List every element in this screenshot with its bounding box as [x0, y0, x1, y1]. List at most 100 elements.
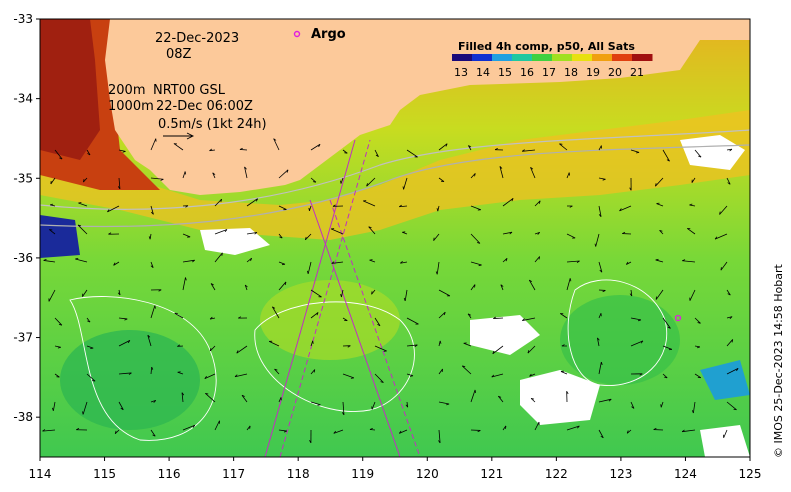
current-vector	[269, 340, 280, 347]
current-vector	[598, 398, 612, 403]
current-vector-head	[147, 334, 151, 338]
current-vector	[246, 198, 258, 207]
current-vector	[436, 261, 440, 275]
current-vector	[399, 429, 408, 434]
current-vector	[691, 177, 696, 183]
current-vector	[438, 143, 448, 151]
current-vector-head	[696, 346, 701, 349]
current-vector-head	[42, 429, 46, 432]
x-tick-label: 120	[416, 467, 439, 481]
current-vector-head	[435, 271, 438, 275]
current-vector	[720, 261, 728, 271]
current-vector	[406, 149, 418, 158]
current-vector-head	[87, 153, 91, 156]
current-vector	[118, 372, 132, 375]
current-vector-head	[655, 183, 657, 187]
current-vector	[598, 361, 602, 375]
current-vector	[330, 228, 344, 235]
current-vector	[656, 203, 664, 207]
current-vector	[597, 337, 600, 347]
current-vector	[246, 232, 258, 235]
current-vector-head	[87, 320, 91, 323]
current-vector	[54, 317, 63, 326]
current-vector	[274, 368, 280, 375]
current-vector-head	[154, 305, 156, 309]
current-vector-head	[608, 398, 612, 402]
current-vector	[48, 289, 56, 302]
current-vector-head	[622, 231, 626, 234]
current-vector	[173, 143, 184, 151]
current-vector	[278, 429, 287, 432]
current-vector-head	[224, 229, 228, 233]
current-vector	[150, 205, 154, 215]
current-vector	[310, 401, 321, 406]
current-vector	[236, 345, 248, 354]
current-vector	[49, 229, 56, 235]
current-vector	[406, 344, 418, 347]
current-vector	[118, 317, 128, 320]
current-vector-head	[117, 186, 121, 190]
current-vector	[499, 166, 504, 179]
current-vector	[726, 316, 733, 319]
current-vector-head	[255, 198, 259, 202]
current-vector-head	[600, 435, 604, 439]
current-vector	[150, 366, 153, 375]
current-vector	[246, 257, 252, 263]
current-vector	[113, 261, 120, 266]
current-vector-head	[57, 346, 61, 349]
current-vector-head	[341, 412, 345, 416]
current-vector	[660, 401, 664, 408]
current-vector	[42, 429, 56, 432]
current-vector-head	[664, 376, 668, 379]
current-vector	[209, 149, 216, 152]
current-vector	[566, 260, 580, 263]
current-vector	[689, 204, 696, 207]
current-vector	[560, 313, 568, 319]
current-vector-head	[347, 345, 351, 348]
current-vector-head	[254, 232, 258, 235]
current-vector-head	[308, 207, 310, 211]
current-vector-head	[477, 430, 481, 433]
current-vector	[470, 205, 481, 211]
current-vector-head	[212, 172, 216, 175]
current-vector-head	[509, 231, 513, 235]
colorbar-tick-label: 14	[476, 66, 490, 79]
current-vector	[234, 373, 248, 378]
current-vector-head	[58, 323, 62, 326]
current-vector-head	[443, 312, 446, 316]
current-vector-head	[403, 297, 406, 302]
current-vector	[689, 289, 696, 301]
current-vector	[682, 260, 696, 263]
current-vector-head	[399, 204, 402, 208]
argo-legend-marker	[293, 30, 301, 38]
current-vector-head	[177, 371, 181, 373]
current-vector	[174, 312, 184, 319]
time-label: 08Z	[166, 47, 192, 62]
current-vector-head	[304, 236, 307, 240]
colorbar-swatch	[512, 54, 533, 61]
current-vector-head	[409, 375, 414, 377]
current-vector	[374, 149, 379, 157]
current-vector-head	[312, 181, 317, 183]
current-vector	[54, 373, 60, 378]
y-tick-label: -37	[13, 331, 33, 345]
current-vector-head	[273, 138, 277, 141]
x-tick-label: 117	[222, 467, 245, 481]
colorbar-ticks: 13 14 15 16 17 18 19 20 21	[454, 66, 644, 79]
colorbar-swatch	[552, 54, 573, 61]
colorbar-swatch	[612, 54, 633, 61]
current-vector-head	[439, 340, 442, 344]
current-vector-head	[153, 400, 157, 403]
current-vector	[305, 233, 312, 241]
current-vector-head	[530, 397, 535, 400]
current-vector	[210, 317, 216, 320]
current-vector	[534, 421, 540, 431]
current-vector-head	[150, 265, 154, 268]
current-vector-head	[398, 430, 402, 434]
current-vector	[82, 401, 88, 415]
current-vector-head	[476, 242, 481, 244]
current-vector-head	[569, 205, 573, 208]
current-vector	[182, 277, 186, 291]
current-vector-head	[731, 339, 734, 343]
